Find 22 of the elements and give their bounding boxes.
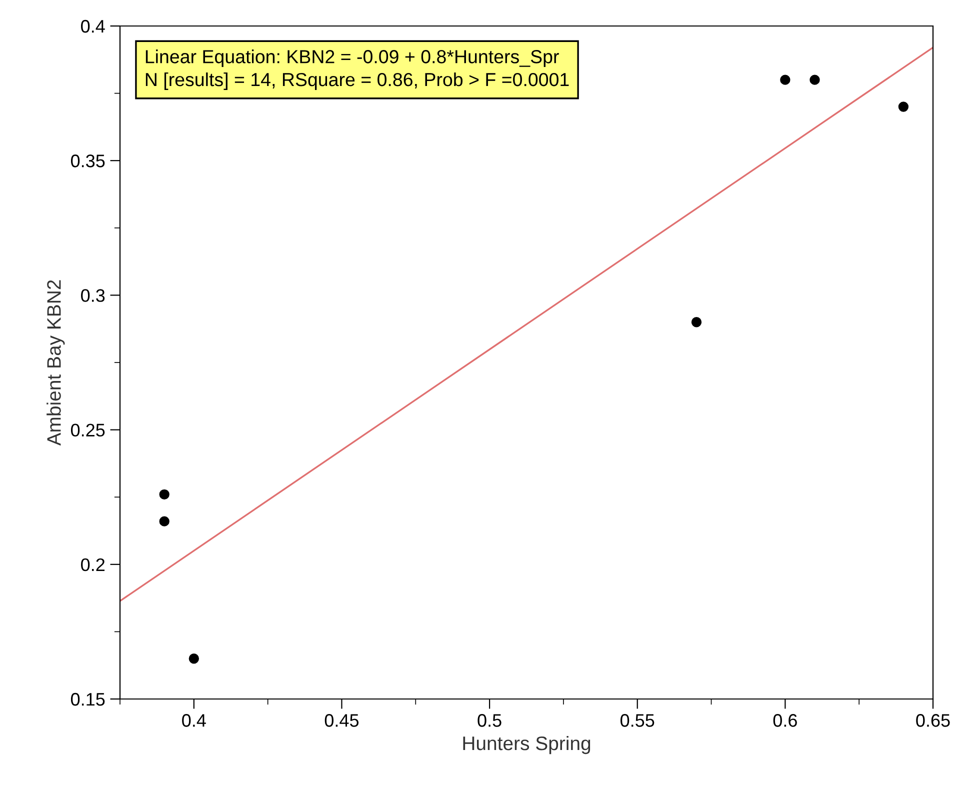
y-tick-label: 0.4 (81, 20, 105, 33)
point (810, 74, 820, 85)
point (159, 489, 170, 500)
x-tick-label: 0.4 (182, 714, 206, 727)
point (159, 516, 170, 526)
point (898, 102, 909, 112)
y-tick-label: 0.35 (70, 154, 105, 168)
x-tick-label: 0.5 (478, 714, 502, 727)
point (691, 317, 702, 328)
y-axis-title: Ambient Bay KBN2 (46, 280, 65, 446)
y-tick-label: 0.2 (81, 558, 105, 572)
y-tick-label: 0.25 (70, 424, 105, 437)
point (780, 74, 790, 85)
y-tick-label: 0.15 (70, 692, 105, 706)
x-tick-label: 0.65 (916, 714, 950, 727)
x-tick-label: 0.55 (620, 714, 654, 727)
x-axis-title: Hunters Spring (463, 736, 590, 754)
point (188, 654, 199, 664)
x-tick-label: 0.6 (773, 714, 797, 727)
x-tick-label: 0.45 (324, 714, 359, 727)
annotation: Linear Equation: KBN2 = -0.09 + 0.8*Hunters_Spr N [results] = 14, RSquare = 0.86, Prob > F =0.0001 (146, 50, 569, 90)
y-tick-label: 0.3 (81, 289, 105, 302)
